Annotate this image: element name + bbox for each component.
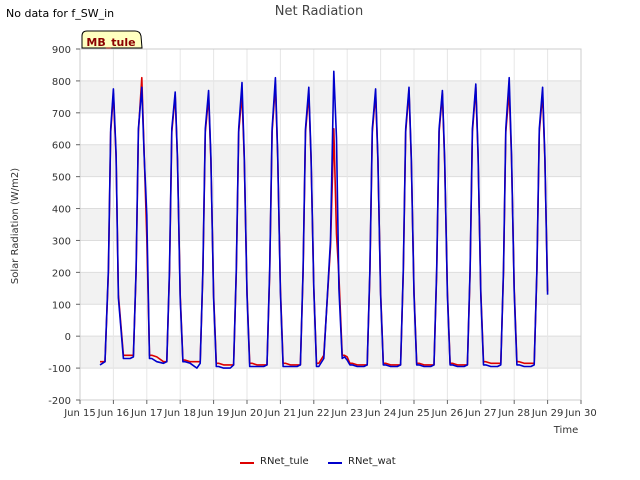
site-badge-label: MB_tule [86, 36, 135, 49]
x-tick-label: Jun 15 [63, 408, 96, 419]
grid-band [80, 272, 581, 305]
series-layer [99, 70, 549, 369]
x-tick-label: Jun 19 [197, 408, 230, 419]
x-tick-label: Jun 26 [431, 408, 464, 419]
x-tick-label: Jun 23 [330, 408, 363, 419]
x-tick-label: Jun 29 [531, 408, 564, 419]
no-data-note: No data for f_SW_in [6, 7, 114, 20]
y-tick-label: 200 [52, 268, 71, 279]
y-tick-label: 400 [52, 205, 71, 216]
y-tick-label: 700 [52, 109, 71, 120]
y-axis-ticks: -200 -100 0 100 200 300 400 500 600 700 800 900 [48, 45, 80, 407]
x-axis-ticks: Jun 15 Jun 16 Jun 17 Jun 18 Jun 19 Jun 20 Jun … [63, 400, 597, 419]
x-tick-label: Jun 28 [497, 408, 530, 419]
y-tick-label: -100 [48, 364, 71, 375]
y-tick-label: 600 [52, 141, 71, 152]
series-line-RNet_wat [99, 70, 549, 369]
y-tick-label: 800 [52, 77, 71, 88]
plot-frame [79, 48, 582, 401]
y-tick-label: 900 [52, 45, 71, 56]
grid-band [80, 80, 581, 113]
y-tick-label: 0 [65, 332, 71, 343]
site-badge: MB_tule [81, 30, 143, 49]
y-tick-label: 100 [52, 300, 71, 311]
legend: RNet_tule RNet_wat [240, 456, 396, 467]
x-tick-label: Jun 21 [264, 408, 297, 419]
x-axis-title: Time [553, 425, 578, 436]
y-tick-label: -200 [48, 396, 71, 407]
grid-band [80, 336, 581, 369]
y-axis-title: Solar Radiation (W/m2) [10, 168, 21, 284]
y-tick-label: 500 [52, 173, 71, 184]
legend-label-RNet_wat: RNet_wat [348, 456, 396, 467]
x-tick-label: Jun 22 [297, 408, 330, 419]
x-tick-label: Jun 25 [397, 408, 430, 419]
x-tick-label: Jun 17 [130, 408, 163, 419]
plot-area [80, 49, 581, 400]
legend-label-RNet_tule: RNet_tule [260, 456, 309, 467]
chart-title: Net Radiation [275, 4, 363, 19]
x-tick-label: Jun 16 [97, 408, 130, 419]
x-tick-label: Jun 18 [163, 408, 196, 419]
axes [79, 48, 582, 401]
site-badge-box [81, 30, 143, 49]
x-tick-label: Jun 30 [564, 408, 597, 419]
x-tick-label: Jun 20 [230, 408, 263, 419]
y-tick-label: 300 [52, 236, 71, 247]
grid-band [80, 144, 581, 177]
x-tick-label: Jun 24 [364, 408, 397, 419]
x-tick-label: Jun 27 [464, 408, 497, 419]
